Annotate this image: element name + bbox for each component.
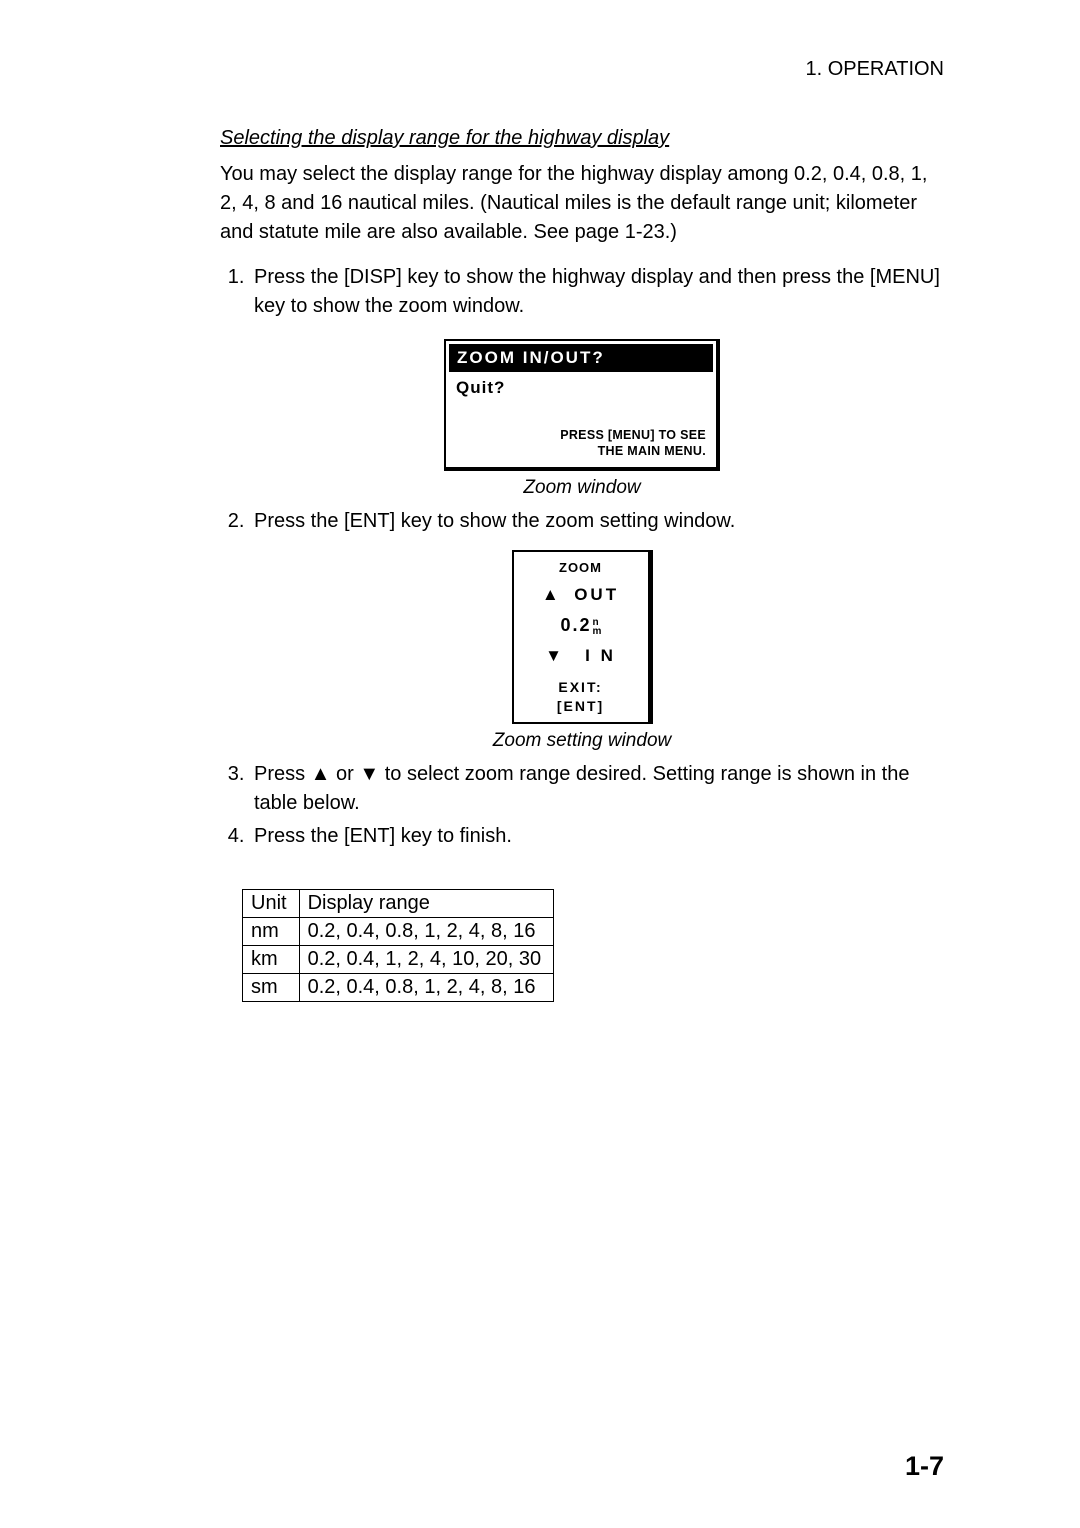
zoom-in-row: ▼ I N	[520, 646, 642, 666]
zoom-window-hint: PRESS [MENU] TO SEE THE MAIN MENU.	[446, 428, 716, 467]
up-arrow-icon: ▲	[542, 585, 559, 604]
col-unit: Unit	[243, 890, 300, 918]
cell-range: 0.2, 0.4, 0.8, 1, 2, 4, 8, 16	[299, 918, 554, 946]
steps-list-1: Press the [DISP] key to show the highway…	[220, 263, 944, 321]
down-arrow-icon: ▼	[545, 646, 562, 665]
page-number: 1-7	[905, 1451, 944, 1482]
table-header-row: Unit Display range	[243, 890, 554, 918]
exit-line-1: EXIT:	[558, 679, 602, 695]
intro-paragraph: You may select the display range for the…	[220, 160, 944, 247]
zoom-window-caption: Zoom window	[220, 477, 944, 499]
cell-unit: km	[243, 946, 300, 974]
zoom-window-diagram: ZOOM IN/OUT? Quit? PRESS [MENU] TO SEE T…	[444, 339, 720, 471]
step-1: Press the [DISP] key to show the highway…	[250, 263, 944, 321]
exit-line-2: [ENT]	[557, 698, 604, 714]
zoom-unit: nm	[593, 618, 601, 636]
steps-list-2: Press the [ENT] key to show the zoom set…	[220, 507, 944, 536]
manual-page: 1. OPERATION Selecting the display range…	[0, 0, 1080, 1528]
zoom-out-label: OUT	[574, 585, 619, 604]
table-row: sm 0.2, 0.4, 0.8, 1, 2, 4, 8, 16	[243, 974, 554, 1002]
zoom-setting-caption: Zoom setting window	[220, 730, 944, 752]
range-table: Unit Display range nm 0.2, 0.4, 0.8, 1, …	[242, 889, 554, 1002]
step-4: Press the [ENT] key to finish.	[250, 822, 944, 851]
zoom-in-label: I N	[585, 646, 616, 665]
hint-line-2: THE MAIN MENU.	[598, 444, 706, 458]
zoom-window-title: ZOOM IN/OUT?	[449, 344, 713, 372]
hint-line-1: PRESS [MENU] TO SEE	[560, 428, 706, 442]
zoom-out-row: ▲ OUT	[520, 585, 642, 605]
zoom-exit: EXIT: [ENT]	[520, 678, 642, 716]
steps-list-3: Press ▲ or ▼ to select zoom range desire…	[220, 760, 944, 851]
step-3: Press ▲ or ▼ to select zoom range desire…	[250, 760, 944, 818]
section-title: Selecting the display range for the high…	[220, 127, 944, 150]
zoom-value-row: 0.2nm	[520, 615, 642, 636]
zoom-value: 0.2	[560, 615, 591, 635]
col-range: Display range	[299, 890, 554, 918]
chapter-header: 1. OPERATION	[220, 58, 944, 81]
table-row: km 0.2, 0.4, 1, 2, 4, 10, 20, 30	[243, 946, 554, 974]
zoom-setting-title: ZOOM	[520, 560, 642, 575]
step-2: Press the [ENT] key to show the zoom set…	[250, 507, 944, 536]
zoom-window-quit: Quit?	[446, 372, 716, 428]
cell-range: 0.2, 0.4, 0.8, 1, 2, 4, 8, 16	[299, 974, 554, 1002]
cell-unit: sm	[243, 974, 300, 1002]
cell-range: 0.2, 0.4, 1, 2, 4, 10, 20, 30	[299, 946, 554, 974]
table-row: nm 0.2, 0.4, 0.8, 1, 2, 4, 8, 16	[243, 918, 554, 946]
cell-unit: nm	[243, 918, 300, 946]
zoom-setting-diagram: ZOOM ▲ OUT 0.2nm ▼ I N EXIT: [ENT]	[512, 550, 653, 724]
